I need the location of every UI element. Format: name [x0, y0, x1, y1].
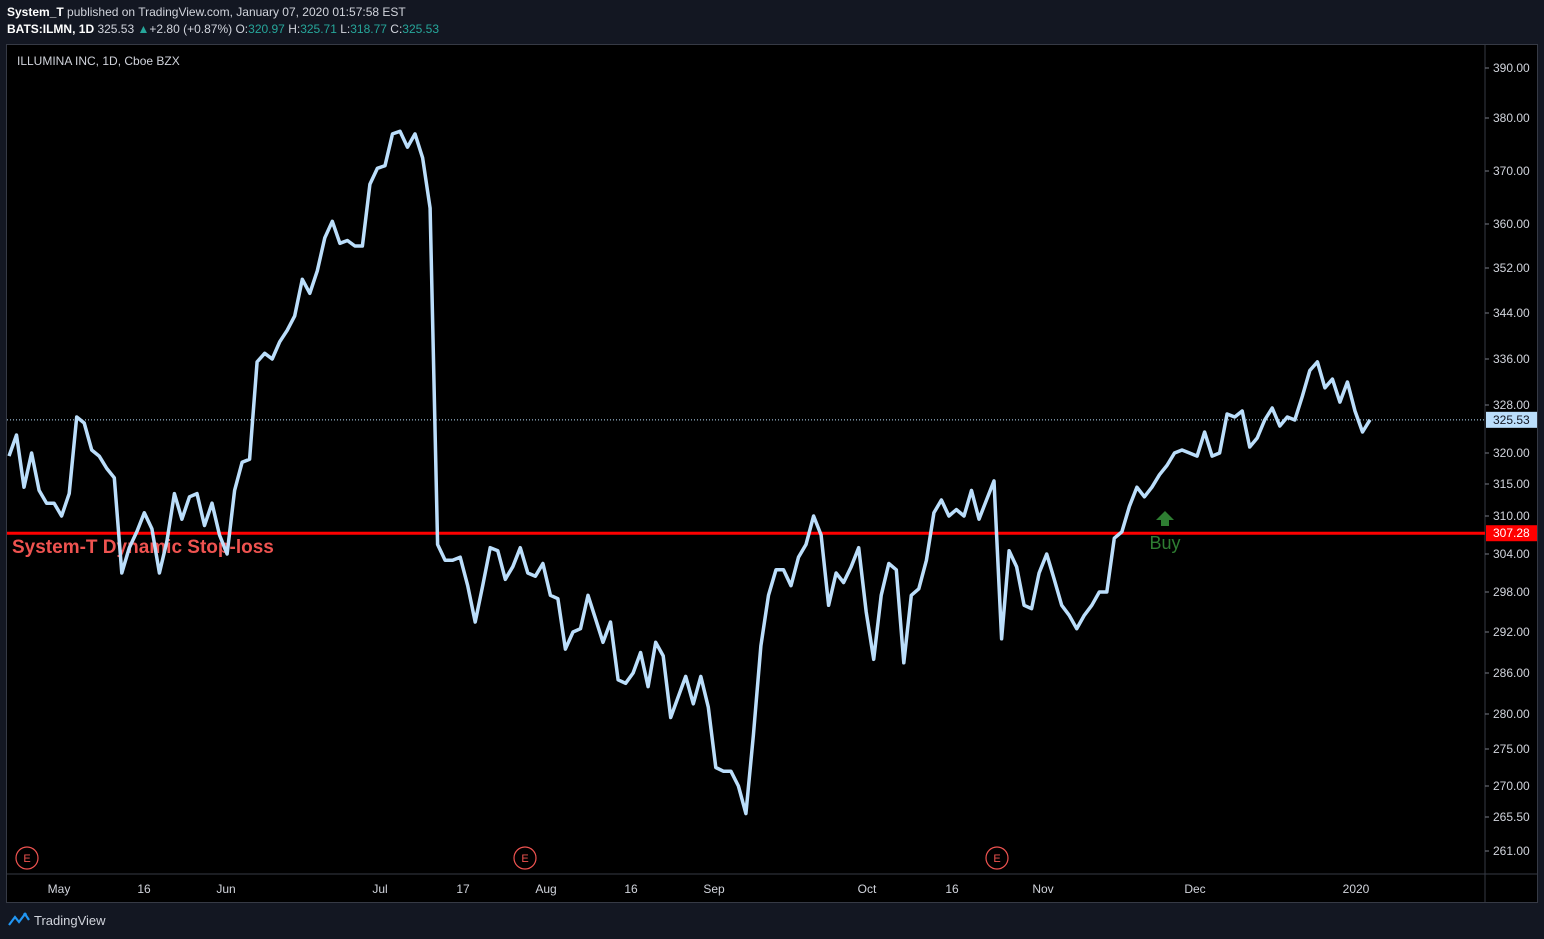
price-change: +2.80 (+0.87%): [149, 22, 233, 36]
open-value: 320.97: [248, 22, 285, 36]
y-tick-label: 390.00: [1493, 61, 1530, 75]
open-label: O:: [235, 22, 249, 36]
stop-loss-label: System-T Dynamic Stop-loss: [12, 537, 274, 558]
y-tick-label: 315.00: [1493, 477, 1530, 491]
y-tick-label: 275.00: [1493, 742, 1530, 756]
publish-header: System_T published on TradingView.com, J…: [0, 0, 1544, 44]
x-tick-label: Aug: [535, 882, 556, 896]
y-tick-label: 261.00: [1493, 844, 1530, 858]
published-text: published on TradingView.com, January 07…: [67, 5, 406, 19]
x-tick-label: Sep: [703, 882, 725, 896]
x-tick-label: Nov: [1032, 882, 1053, 896]
x-tick-label: Jun: [216, 882, 235, 896]
publish-info: System_T published on TradingView.com, J…: [7, 5, 406, 19]
buy-arrow-icon: [1156, 511, 1174, 526]
x-tick-label: 17: [456, 882, 470, 896]
x-tick-label: Oct: [858, 882, 877, 896]
symbol-name: BATS:ILMN, 1D: [7, 22, 95, 36]
y-tick-label: 265.50: [1493, 810, 1530, 824]
y-tick-label: 304.00: [1493, 547, 1530, 561]
x-tick-label: Dec: [1184, 882, 1205, 896]
price-chart[interactable]: 390.00 380.00 370.00 360.00 352.00 344.00 336.…: [7, 45, 1537, 902]
y-tick-label: 352.00: [1493, 261, 1530, 275]
chart-title: ILLUMINA INC, 1D, Cboe BZX: [17, 54, 180, 68]
low-label: L:: [340, 22, 351, 36]
low-value: 318.77: [350, 22, 387, 36]
close-value: 325.53: [402, 22, 439, 36]
stop-loss-price-label: 307.28: [1493, 526, 1530, 540]
tradingview-brand[interactable]: TradingView: [34, 913, 106, 928]
last-price-tag: [1486, 411, 1537, 428]
close-label: C:: [390, 22, 403, 36]
last-price-label: 325.53: [1493, 413, 1530, 427]
tradingview-logo-icon[interactable]: [8, 912, 30, 928]
y-tick-label: 286.00: [1493, 666, 1530, 680]
x-tick-label: 2020: [1343, 882, 1370, 896]
y-tick-label: 344.00: [1493, 306, 1530, 320]
last-price-text: 325.53: [97, 22, 135, 36]
earnings-marker-icon: [985, 846, 1009, 870]
earnings-marker-icon: [15, 846, 39, 870]
chart-panel[interactable]: 390.00 380.00 370.00 360.00 352.00 344.00 336.…: [6, 44, 1538, 903]
buy-label: Buy: [1149, 533, 1180, 553]
high-value: 325.71: [300, 22, 337, 36]
y-tick-label: 328.00: [1493, 398, 1530, 412]
x-tick-label: May: [48, 882, 71, 896]
change-up-icon: ▲: [137, 22, 150, 36]
x-tick-label: 16: [945, 882, 959, 896]
y-tick-label: 336.00: [1493, 352, 1530, 366]
y-tick-label: 270.00: [1493, 779, 1530, 793]
x-tick-label: 16: [624, 882, 638, 896]
stop-loss-price-tag: [1486, 525, 1537, 542]
y-tick-label: 320.00: [1493, 446, 1530, 460]
x-tick-label: 16: [137, 882, 151, 896]
y-tick-label: 370.00: [1493, 164, 1530, 178]
y-tick-label: 292.00: [1493, 625, 1530, 639]
earnings-label: E: [993, 853, 1000, 865]
y-tick-label: 298.00: [1493, 585, 1530, 599]
earnings-marker-icon: [513, 846, 537, 870]
y-tick-label: 360.00: [1493, 217, 1530, 231]
author-name[interactable]: System_T: [7, 5, 64, 19]
y-tick-label: 380.00: [1493, 111, 1530, 125]
earnings-label: E: [23, 853, 30, 865]
price-line-series: [7, 129, 1372, 816]
symbol-info: BATS:ILMN, 1D 325.53 ▲+2.80 (+0.87%) O:3…: [7, 22, 439, 36]
footer: TradingView: [0, 903, 1544, 939]
y-tick-label: 310.00: [1493, 509, 1530, 523]
high-label: H:: [288, 22, 301, 36]
x-tick-label: Jul: [372, 882, 387, 896]
earnings-label: E: [521, 853, 528, 865]
y-tick-label: 280.00: [1493, 707, 1530, 721]
